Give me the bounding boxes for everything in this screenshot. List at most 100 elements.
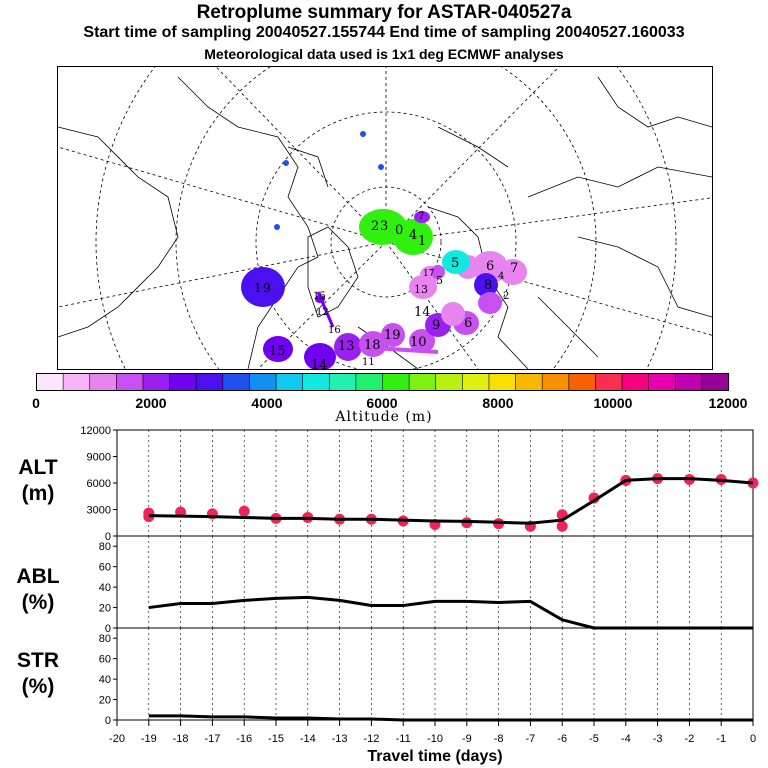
x-tick-label: 0 — [750, 733, 756, 745]
map-label: 13 — [414, 283, 428, 296]
plume-blob — [409, 329, 435, 353]
plume-blob — [283, 160, 289, 166]
x-tick-label: -9 — [462, 733, 472, 745]
x-tick-label: -12 — [363, 733, 379, 745]
coastline — [307, 226, 359, 318]
alt-ytick-label: 9000 — [87, 452, 111, 464]
plume-blob — [441, 302, 465, 326]
chart-title: Retroplume summary for ASTAR-040527a — [196, 2, 572, 23]
plume-blob — [414, 211, 430, 223]
x-tick-label: -8 — [494, 733, 504, 745]
x-tick-label: -11 — [396, 733, 411, 745]
colorbar-tick: 4000 — [251, 395, 283, 411]
colorbar-tick: 12000 — [708, 395, 748, 411]
map-label: 4 — [498, 271, 504, 282]
colorbar-cells — [36, 373, 730, 391]
meridian-line — [385, 67, 560, 243]
colorbar-tick: 8000 — [482, 395, 514, 411]
latitude-circle — [95, 67, 677, 369]
plume-blob — [499, 259, 527, 285]
alt-ytick-label: 12000 — [80, 425, 111, 437]
meridian-line — [215, 67, 387, 243]
plume-blob — [304, 343, 336, 369]
abl-ytick-label: 60 — [99, 562, 111, 574]
meridian-line — [58, 241, 387, 308]
x-tick-label: -15 — [268, 733, 284, 745]
plume-blobs — [241, 131, 527, 369]
str-ytick-label: 40 — [99, 674, 111, 686]
alt-ytick-label: 6000 — [87, 478, 111, 490]
map-label: 0 — [395, 223, 403, 238]
alt-panel-label: ALT (m) — [18, 456, 58, 505]
map-label: 13 — [338, 339, 355, 354]
str-panel-label: STR (%) — [17, 649, 59, 698]
plume-blob — [381, 323, 405, 347]
abl-ytick-label: 40 — [99, 582, 111, 594]
meridian-line — [385, 241, 479, 369]
x-tick-label: -3 — [653, 733, 663, 745]
map-label: 12 — [316, 307, 329, 318]
map-label: 1 — [254, 281, 262, 295]
colorbar-tick: 10000 — [593, 395, 633, 411]
map-label: 19 — [384, 328, 401, 343]
map-label: 10 — [410, 335, 427, 350]
x-tick-label: -4 — [621, 733, 631, 745]
str-ytick-label: 80 — [99, 633, 111, 645]
str-ytick-label: 20 — [99, 695, 111, 707]
map-canvas: 2 3 0 4 1 7 5 6 7 8 13 5 14 6 1 9 12 15 … — [58, 67, 712, 369]
map-label: 2 — [503, 291, 509, 302]
plume-blob — [393, 219, 433, 255]
retroplume-map: 2 3 0 4 1 7 5 6 7 8 13 5 14 6 1 9 12 15 … — [57, 66, 713, 370]
map-label: 5 — [436, 274, 443, 287]
map-label: 7 — [510, 261, 518, 276]
map-label: 11 — [362, 357, 375, 368]
coastline — [597, 76, 712, 128]
coastline — [537, 296, 599, 358]
abl-ytick-label: 0 — [105, 623, 111, 635]
str-ytick-label: 60 — [99, 654, 111, 666]
plume-blob — [359, 331, 387, 357]
map-label: 4 — [409, 228, 417, 243]
map-label: 6 — [486, 259, 494, 274]
map-label: 18 — [364, 338, 381, 353]
x-tick-label: -18 — [173, 733, 189, 745]
map-label: 7 — [418, 211, 424, 222]
x-tick-label: -1 — [716, 733, 726, 745]
colorbar-tick: 0 — [32, 395, 40, 411]
map-label: 9 — [432, 318, 440, 333]
plume-blob — [442, 250, 470, 274]
sampling-times: Start time of sampling 20040527.155744 E… — [83, 24, 685, 41]
map-label: 14 — [311, 358, 328, 369]
plume-blob — [360, 131, 366, 137]
x-tick-label: -13 — [332, 733, 348, 745]
map-label: 17 — [423, 269, 435, 279]
plume-blob — [274, 224, 280, 230]
map-label: 14 — [414, 305, 431, 320]
map-label: 16 — [328, 325, 341, 336]
alt-ytick-label: 0 — [105, 531, 111, 543]
latitude-circle — [255, 111, 517, 369]
coastline — [287, 146, 329, 188]
plume-blob — [378, 164, 384, 170]
x-tick-label: -19 — [141, 733, 157, 745]
alt-panel: 0 3000 6000 9000 12000 — [80, 425, 759, 543]
plume-blob — [474, 273, 498, 297]
str-ytick-label: 0 — [105, 715, 111, 727]
abl-ytick-label: 80 — [99, 541, 111, 553]
alt-ytick-label: 3000 — [87, 505, 111, 517]
abl-ytick-label: 20 — [99, 603, 111, 615]
plume-blob — [478, 292, 502, 314]
meridian-line — [58, 146, 387, 243]
colorbar-title: Altitude (m) — [335, 409, 433, 425]
x-tick-label: -16 — [236, 733, 252, 745]
alt-scatter-point — [238, 505, 250, 517]
coastline — [577, 236, 712, 318]
alt-series-line — [148, 477, 754, 525]
altitude-colorbar — [36, 373, 730, 391]
x-tick-label: -10 — [427, 733, 443, 745]
x-tick-label: -20 — [109, 733, 125, 745]
plume-labels: 2 3 0 4 1 7 5 6 7 8 13 5 14 6 1 9 12 15 … — [254, 211, 518, 369]
map-label: 15 — [313, 291, 326, 302]
colorbar-tick: 6000 — [366, 395, 398, 411]
